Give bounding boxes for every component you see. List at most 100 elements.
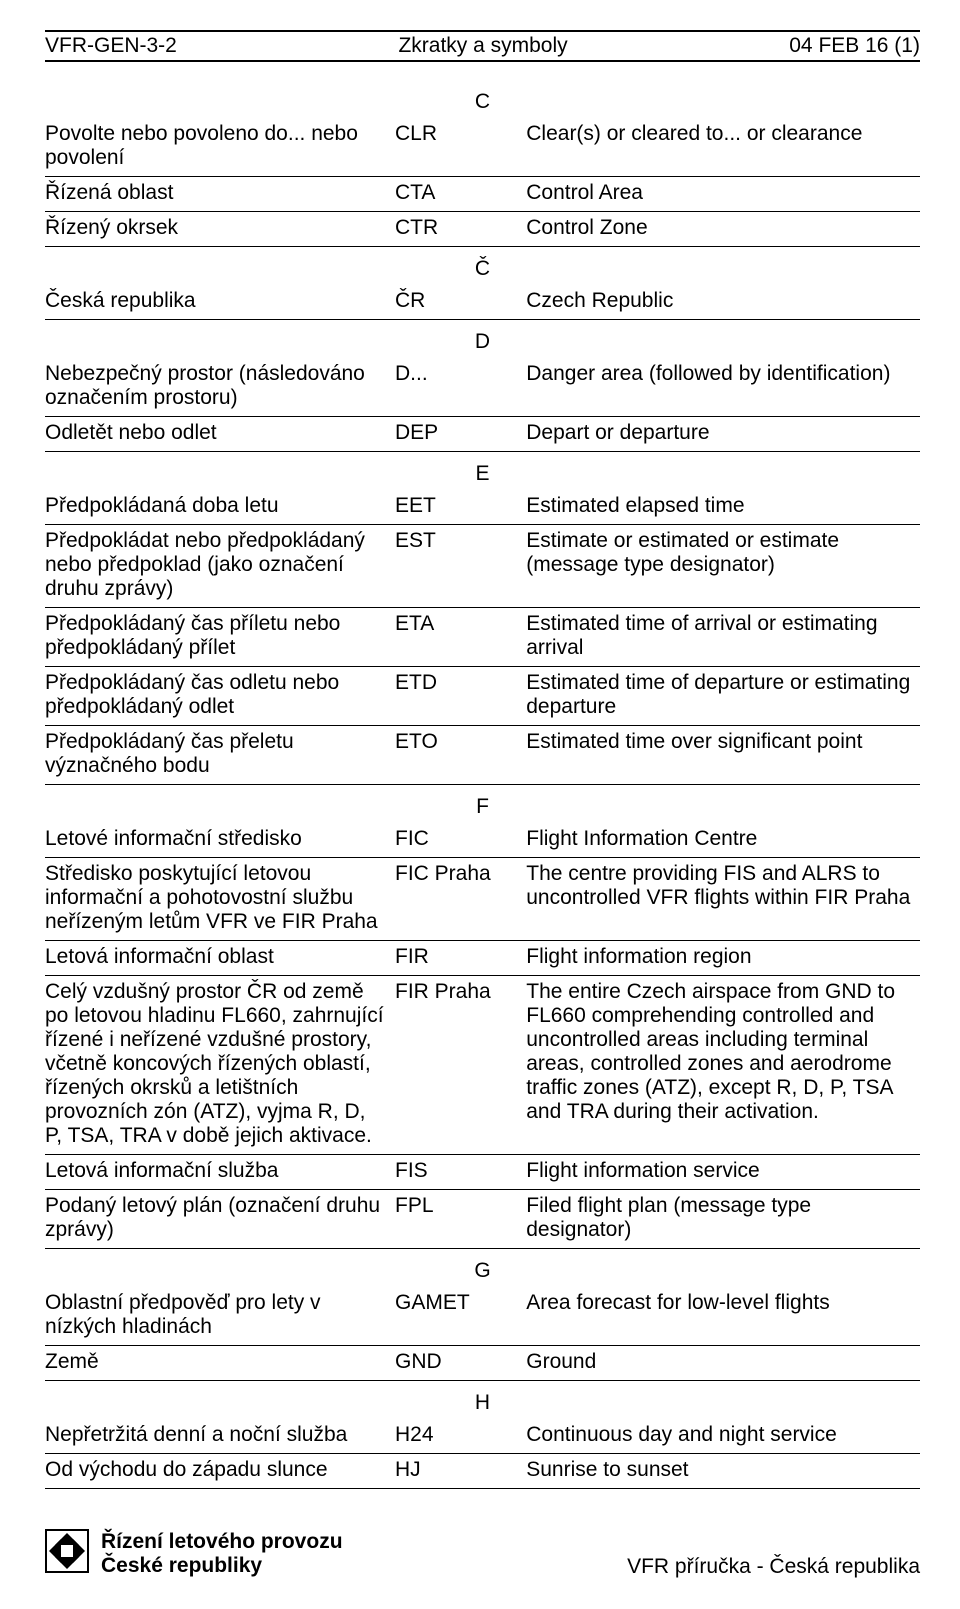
section-letter: C	[45, 80, 920, 118]
logo-icon	[45, 1529, 89, 1579]
header-right: 04 FEB 16 (1)	[789, 34, 920, 58]
table-row: Oblastní předpověď pro lety v nízkých hl…	[45, 1287, 920, 1346]
term-english: Ground	[526, 1350, 920, 1374]
abbreviation: CTR	[395, 216, 526, 240]
term-english: Depart or departure	[526, 421, 920, 445]
term-english: Flight Information Centre	[526, 827, 920, 851]
table-row: Předpokládaná doba letuEETEstimated elap…	[45, 490, 920, 525]
abbreviation: GND	[395, 1350, 526, 1374]
abbreviation: FIR Praha	[395, 980, 526, 1004]
table-row: Česká republikaČRCzech Republic	[45, 285, 920, 320]
term-czech: Od východu do západu slunce	[45, 1458, 395, 1482]
term-english: Flight information service	[526, 1159, 920, 1183]
term-english: Control Zone	[526, 216, 920, 240]
term-czech: Předpokládat nebo předpokládaný nebo pře…	[45, 529, 395, 601]
table-row: Středisko poskytující letovou informační…	[45, 858, 920, 941]
table-row: Řízená oblastCTAControl Area	[45, 177, 920, 212]
term-czech: Česká republika	[45, 289, 395, 313]
abbreviation-table: C Povolte nebo povoleno do... nebo povole…	[45, 80, 920, 1489]
abbreviation: FPL	[395, 1194, 526, 1218]
term-english: Area forecast for low-level flights	[526, 1291, 920, 1315]
abbreviation: EET	[395, 494, 526, 518]
term-english: The centre providing FIS and ALRS to unc…	[526, 862, 920, 910]
abbreviation: FIR	[395, 945, 526, 969]
term-czech: Podaný letový plán (označení druhu zpráv…	[45, 1194, 395, 1242]
term-czech: Předpokládaný čas přeletu význačného bod…	[45, 730, 395, 778]
abbreviation: DEP	[395, 421, 526, 445]
term-czech: Předpokládaná doba letu	[45, 494, 395, 518]
term-english: Sunrise to sunset	[526, 1458, 920, 1482]
term-english: Estimated time of departure or estimatin…	[526, 671, 920, 719]
abbreviation: FIC Praha	[395, 862, 526, 886]
term-english: Continuous day and night service	[526, 1423, 920, 1447]
term-english: Danger area (followed by identification)	[526, 362, 920, 386]
term-czech: Odletět nebo odlet	[45, 421, 395, 445]
term-english: Estimated time of arrival or estimating …	[526, 612, 920, 660]
term-czech: Nebezpečný prostor (následováno označení…	[45, 362, 395, 410]
term-english: The entire Czech airspace from GND to FL…	[526, 980, 920, 1124]
term-czech: Předpokládaný čas příletu nebo předpoklá…	[45, 612, 395, 660]
term-czech: Řízená oblast	[45, 181, 395, 205]
term-czech: Letová informační oblast	[45, 945, 395, 969]
term-czech: Nepřetržitá denní a noční služba	[45, 1423, 395, 1447]
abbreviation: GAMET	[395, 1291, 526, 1315]
abbreviation: FIC	[395, 827, 526, 851]
term-czech: Řízený okrsek	[45, 216, 395, 240]
abbreviation: CLR	[395, 122, 526, 146]
table-row: Předpokládaný čas přeletu význačného bod…	[45, 726, 920, 785]
term-english: Estimated time over significant point	[526, 730, 920, 754]
table-row: Nebezpečný prostor (následováno označení…	[45, 358, 920, 417]
page-footer: Řízení letového provozu České republiky …	[45, 1529, 920, 1579]
table-row: Letová informační službaFISFlight inform…	[45, 1155, 920, 1190]
table-row: Řízený okrsekCTRControl Zone	[45, 212, 920, 247]
term-czech: Středisko poskytující letovou informační…	[45, 862, 395, 934]
abbreviation: CTA	[395, 181, 526, 205]
section-letter: Č	[45, 247, 920, 285]
abbreviation: FIS	[395, 1159, 526, 1183]
abbreviation: HJ	[395, 1458, 526, 1482]
section-letter: H	[45, 1381, 920, 1419]
abbreviation: EST	[395, 529, 526, 553]
table-row: Nepřetržitá denní a noční službaH24Conti…	[45, 1419, 920, 1454]
term-english: Czech Republic	[526, 289, 920, 313]
term-czech: Oblastní předpověď pro lety v nízkých hl…	[45, 1291, 395, 1339]
page-header: VFR-GEN-3-2 Zkratky a symboly 04 FEB 16 …	[45, 30, 920, 62]
footer-org-line1: Řízení letového provozu	[101, 1530, 343, 1554]
table-row: Letová informační oblastFIRFlight inform…	[45, 941, 920, 976]
abbreviation: ETO	[395, 730, 526, 754]
header-left: VFR-GEN-3-2	[45, 34, 177, 58]
table-row: Od východu do západu slunceHJSunrise to …	[45, 1454, 920, 1489]
term-english: Control Area	[526, 181, 920, 205]
abbreviation: ČR	[395, 289, 526, 313]
term-english: Estimated elapsed time	[526, 494, 920, 518]
table-row: Celý vzdušný prostor ČR od země po letov…	[45, 976, 920, 1155]
section-letter: G	[45, 1249, 920, 1287]
section-letter: F	[45, 785, 920, 823]
table-row: Předpokládaný čas odletu nebo předpoklád…	[45, 667, 920, 726]
table-row: ZeměGNDGround	[45, 1346, 920, 1381]
term-czech: Celý vzdušný prostor ČR od země po letov…	[45, 980, 395, 1148]
header-center: Zkratky a symboly	[398, 34, 567, 58]
abbreviation: D...	[395, 362, 526, 386]
abbreviation: ETD	[395, 671, 526, 695]
section-letter: D	[45, 320, 920, 358]
table-row: Předpokládaný čas příletu nebo předpoklá…	[45, 608, 920, 667]
abbreviation: ETA	[395, 612, 526, 636]
section-letter: E	[45, 452, 920, 490]
term-czech: Předpokládaný čas odletu nebo předpoklád…	[45, 671, 395, 719]
table-row: Letové informační střediskoFICFlight Inf…	[45, 823, 920, 858]
footer-left: Řízení letového provozu České republiky	[45, 1529, 343, 1579]
term-english: Clear(s) or cleared to... or clearance	[526, 122, 920, 146]
table-row: Povolte nebo povoleno do... nebo povolen…	[45, 118, 920, 177]
term-english: Filed flight plan (message type designat…	[526, 1194, 920, 1242]
term-czech: Povolte nebo povoleno do... nebo povolen…	[45, 122, 395, 170]
footer-right: VFR příručka - Česká republika	[627, 1555, 920, 1579]
abbreviation: H24	[395, 1423, 526, 1447]
footer-org-line2: České republiky	[101, 1554, 343, 1578]
term-czech: Země	[45, 1350, 395, 1374]
table-row: Odletět nebo odletDEPDepart or departure	[45, 417, 920, 452]
term-english: Flight information region	[526, 945, 920, 969]
table-row: Podaný letový plán (označení druhu zpráv…	[45, 1190, 920, 1249]
term-czech: Letová informační služba	[45, 1159, 395, 1183]
term-english: Estimate or estimated or estimate (messa…	[526, 529, 920, 577]
